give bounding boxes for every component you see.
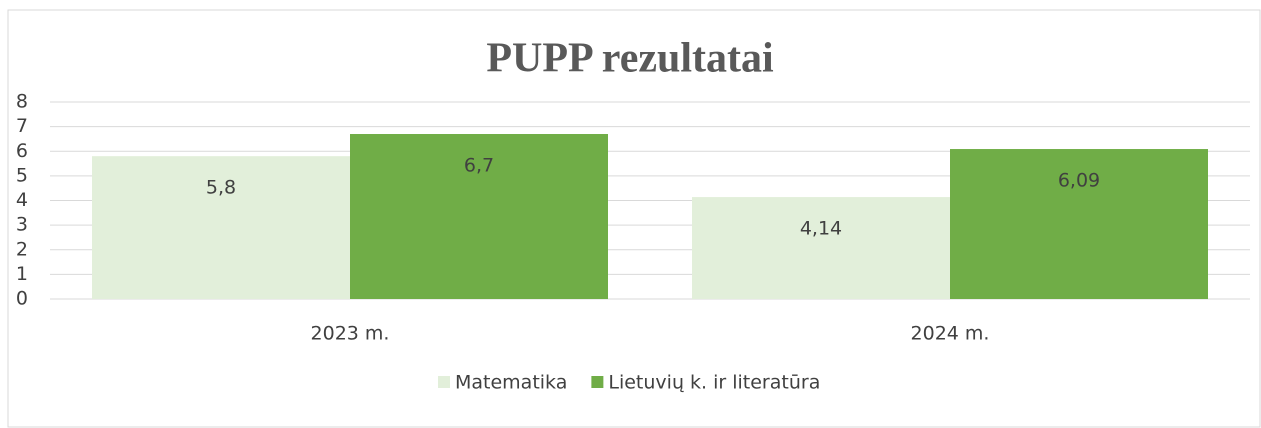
- x-tick-label: 2023 m.: [311, 323, 390, 345]
- bar: [350, 134, 608, 299]
- y-tick-label: 1: [16, 263, 28, 285]
- y-tick-label: 3: [16, 214, 28, 236]
- data-label: 6,7: [464, 155, 494, 177]
- data-label: 4,14: [800, 218, 842, 240]
- y-tick-label: 0: [16, 288, 28, 310]
- legend-label: Lietuvių k. ir literatūra: [608, 372, 820, 394]
- data-label: 6,09: [1058, 170, 1100, 192]
- legend-swatch: [438, 376, 450, 388]
- y-tick-label: 4: [16, 189, 28, 211]
- bar: [692, 197, 950, 299]
- x-tick-label: 2024 m.: [911, 323, 990, 345]
- bar: [92, 156, 350, 299]
- chart-title: PUPP rezultatai: [486, 36, 774, 82]
- y-tick-label: 6: [16, 140, 28, 162]
- bar: [950, 149, 1208, 299]
- legend-swatch: [591, 376, 604, 388]
- data-label: 5,8: [206, 177, 236, 199]
- y-tick-label: 2: [16, 238, 28, 260]
- y-tick-label: 5: [16, 164, 28, 186]
- y-tick-label: 8: [16, 91, 28, 113]
- y-tick-label: 7: [16, 115, 28, 137]
- legend-label: Matematika: [455, 372, 567, 394]
